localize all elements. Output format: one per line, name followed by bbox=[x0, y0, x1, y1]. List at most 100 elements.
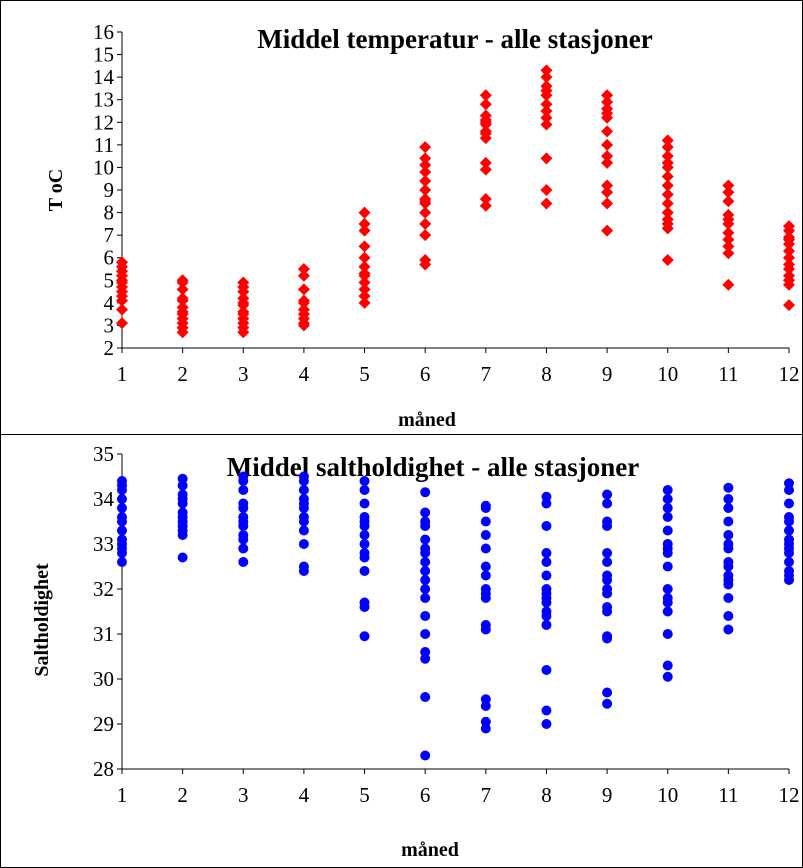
data-point bbox=[419, 258, 432, 271]
data-point bbox=[661, 253, 674, 266]
data-point bbox=[723, 503, 734, 513]
y-tick-label: 32 bbox=[93, 577, 114, 601]
x-tick-label: 11 bbox=[718, 362, 738, 386]
data-point bbox=[602, 606, 613, 617]
x-tick-label: 1 bbox=[117, 362, 128, 386]
data-point bbox=[602, 557, 613, 567]
data-point bbox=[661, 179, 674, 192]
y-tick-label: 4 bbox=[104, 291, 115, 315]
data-point bbox=[358, 296, 371, 309]
x-tick-label: 11 bbox=[718, 783, 738, 807]
data-point bbox=[601, 156, 614, 169]
data-point bbox=[783, 244, 795, 257]
data-point bbox=[479, 193, 492, 206]
y-tick-label: 35 bbox=[93, 442, 114, 466]
data-point bbox=[480, 503, 491, 513]
data-point bbox=[237, 326, 250, 339]
y-tick-label: 9 bbox=[104, 178, 115, 202]
data-point bbox=[359, 631, 370, 642]
data-point bbox=[601, 125, 614, 138]
data-point bbox=[176, 276, 189, 289]
data-point bbox=[540, 118, 553, 131]
y-tick-label: 33 bbox=[93, 532, 114, 556]
data-point bbox=[662, 597, 673, 608]
data-point bbox=[662, 606, 673, 617]
y-axis-label: Saltholdighet bbox=[31, 563, 53, 677]
x-tick-label: 8 bbox=[541, 783, 552, 807]
data-point bbox=[540, 98, 553, 111]
data-point bbox=[723, 579, 734, 590]
data-point bbox=[420, 611, 431, 621]
data-point bbox=[359, 476, 370, 486]
data-point bbox=[541, 570, 552, 581]
data-point bbox=[540, 197, 553, 210]
data-point bbox=[480, 701, 491, 711]
data-point bbox=[359, 516, 370, 527]
chart-title: Middel temperatur - alle stasjoner bbox=[257, 24, 652, 54]
data-point bbox=[722, 240, 735, 253]
y-tick-label: 8 bbox=[104, 201, 115, 225]
data-point bbox=[420, 534, 431, 545]
data-point bbox=[358, 251, 371, 264]
data-point bbox=[540, 71, 553, 84]
data-point bbox=[722, 278, 735, 291]
data-point bbox=[541, 557, 552, 567]
data-point bbox=[540, 152, 553, 165]
data-point bbox=[238, 543, 249, 554]
data-point bbox=[540, 64, 553, 77]
data-point bbox=[722, 247, 735, 260]
data-point bbox=[117, 503, 127, 513]
data-point bbox=[602, 698, 613, 709]
x-tick-label: 1 bbox=[117, 783, 128, 807]
data-point bbox=[419, 206, 432, 219]
data-point bbox=[723, 539, 734, 549]
data-point bbox=[420, 507, 431, 518]
data-point bbox=[359, 530, 370, 540]
data-point bbox=[722, 179, 735, 192]
data-point bbox=[176, 283, 189, 296]
data-point bbox=[662, 525, 673, 536]
data-point bbox=[238, 557, 249, 567]
y-tick-label: 28 bbox=[93, 757, 114, 781]
data-point bbox=[784, 525, 794, 536]
data-point bbox=[479, 89, 492, 102]
data-point bbox=[298, 503, 309, 513]
data-point bbox=[784, 516, 794, 527]
data-point bbox=[541, 548, 552, 558]
data-point bbox=[116, 303, 128, 316]
data-point bbox=[541, 665, 552, 675]
data-point bbox=[661, 188, 674, 201]
data-point bbox=[238, 485, 249, 495]
data-point bbox=[358, 283, 371, 296]
data-point bbox=[298, 525, 309, 536]
data-point bbox=[601, 179, 614, 192]
data-point bbox=[420, 584, 431, 594]
data-point bbox=[237, 285, 250, 298]
data-point bbox=[783, 263, 795, 275]
y-tick-label: 3 bbox=[104, 313, 115, 337]
data-point bbox=[661, 197, 674, 210]
data-point bbox=[419, 229, 432, 242]
x-tick-label: 9 bbox=[602, 783, 613, 807]
data-point bbox=[420, 653, 431, 664]
data-point bbox=[540, 184, 553, 196]
data-point bbox=[783, 251, 795, 264]
y-tick-label: 31 bbox=[93, 622, 114, 646]
data-point bbox=[358, 224, 371, 237]
data-point bbox=[602, 588, 613, 599]
data-point bbox=[662, 584, 673, 594]
data-point bbox=[177, 494, 188, 504]
data-point bbox=[540, 84, 553, 97]
data-point bbox=[359, 566, 370, 576]
x-tick-label: 10 bbox=[657, 362, 678, 386]
data-point bbox=[480, 561, 491, 572]
data-point bbox=[602, 687, 613, 698]
data-point bbox=[601, 224, 614, 237]
data-point bbox=[117, 516, 127, 527]
x-tick-label: 6 bbox=[420, 783, 431, 807]
data-point bbox=[541, 521, 552, 531]
data-point bbox=[784, 498, 794, 509]
data-point bbox=[480, 624, 491, 635]
data-point bbox=[359, 552, 370, 563]
data-point bbox=[419, 174, 432, 187]
